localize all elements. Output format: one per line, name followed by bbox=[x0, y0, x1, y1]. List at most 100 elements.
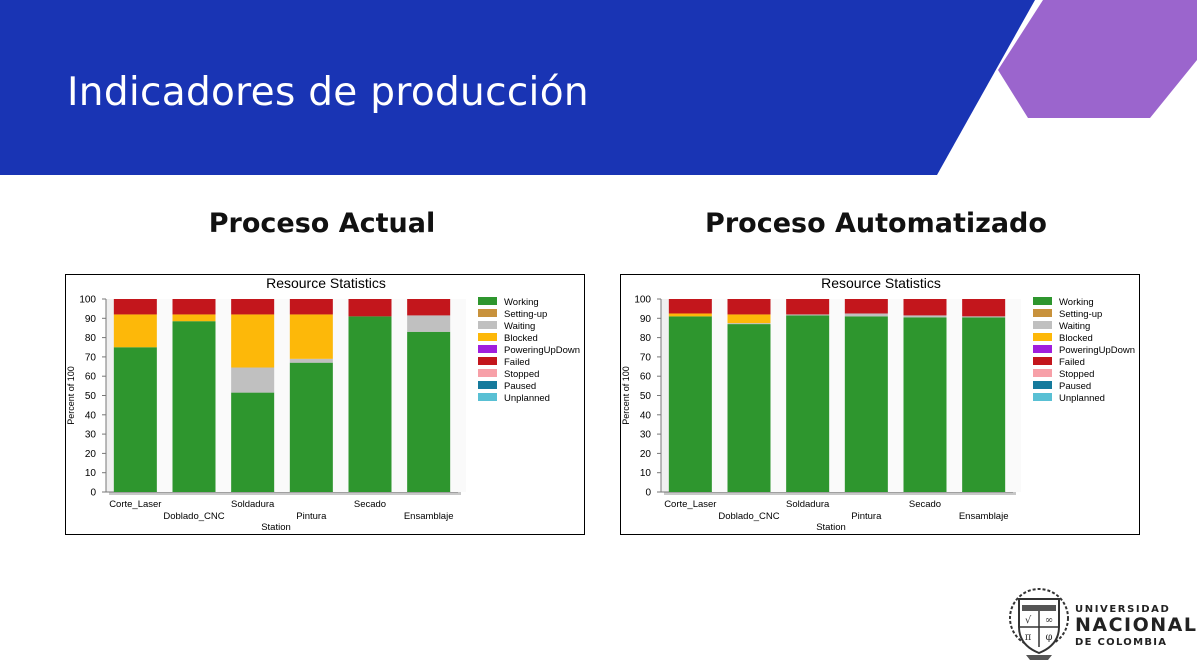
legend-label-failed: Failed bbox=[1059, 357, 1085, 368]
plot-gap-stripe bbox=[450, 299, 466, 492]
bar-pintura-waiting bbox=[289, 358, 333, 363]
bar-soldadura-waiting bbox=[786, 314, 830, 316]
plot-gap-stripe bbox=[770, 299, 787, 492]
y-tick-label: 70 bbox=[85, 352, 97, 363]
y-tick-label: 100 bbox=[634, 295, 651, 306]
legend-swatch-paused bbox=[478, 381, 497, 389]
bar-secado-failed bbox=[348, 299, 392, 317]
x-tick-label: Pintura bbox=[296, 511, 327, 522]
y-tick-label: 60 bbox=[640, 372, 652, 383]
bar-doblado-cnc-working bbox=[727, 324, 771, 492]
y-tick-label: 50 bbox=[640, 391, 652, 402]
plot-depth-bottom bbox=[664, 492, 1016, 495]
bar-ensamblaje-working bbox=[407, 331, 451, 492]
bar-corte-laser-working bbox=[113, 347, 157, 492]
y-tick-label: 40 bbox=[640, 410, 652, 421]
y-tick-label: 100 bbox=[79, 295, 96, 306]
bar-ensamblaje-waiting bbox=[962, 316, 1006, 318]
legend-swatch-working bbox=[1033, 297, 1052, 305]
y-tick-label: 30 bbox=[640, 430, 652, 441]
y-tick-label: 0 bbox=[90, 488, 96, 499]
y-tick-label: 70 bbox=[640, 352, 652, 363]
plot-gap-stripe bbox=[887, 299, 904, 492]
svg-text:∞: ∞ bbox=[1045, 615, 1053, 626]
x-tick-label: Doblado_CNC bbox=[163, 511, 224, 522]
legend-label-blocked: Blocked bbox=[504, 333, 538, 344]
bar-soldadura-waiting bbox=[231, 367, 275, 393]
banner-accent-hexagon bbox=[998, 0, 1197, 118]
header-banner bbox=[0, 0, 1197, 175]
bar-corte-laser-blocked bbox=[113, 314, 157, 348]
plot-gap-stripe bbox=[332, 299, 349, 492]
legend-label-working: Working bbox=[1059, 297, 1094, 308]
legend-swatch-poweringupdown bbox=[478, 345, 497, 353]
y-tick-label: 60 bbox=[85, 372, 97, 383]
bar-doblado-cnc-blocked bbox=[727, 314, 771, 324]
legend-swatch-waiting bbox=[478, 321, 497, 329]
bar-secado-waiting bbox=[903, 315, 947, 318]
legend-label-unplanned: Unplanned bbox=[504, 393, 550, 404]
bar-soldadura-failed bbox=[231, 299, 275, 315]
x-axis-label: Station bbox=[816, 522, 846, 533]
y-tick-label: 90 bbox=[85, 314, 97, 325]
bar-pintura-failed bbox=[844, 299, 888, 314]
x-tick-label: Secado bbox=[354, 499, 386, 510]
y-axis-label: Percent of 100 bbox=[66, 366, 76, 425]
y-axis-label: Percent of 100 bbox=[621, 366, 631, 425]
legend-label-failed: Failed bbox=[504, 357, 530, 368]
legend-swatch-blocked bbox=[478, 333, 497, 341]
chart-panel-automatizado: Resource Statistics 0 10 20 30 40 50 60 70 80 90 10… bbox=[620, 274, 1140, 535]
legend-label-unplanned: Unplanned bbox=[1059, 393, 1105, 404]
resource-statistics-chart-automatizado: Resource Statistics 0 10 20 30 40 50 60 70 80 90 10… bbox=[621, 275, 1135, 533]
plot-gap-stripe bbox=[391, 299, 408, 492]
bar-ensamblaje-waiting bbox=[407, 315, 451, 332]
legend-label-blocked: Blocked bbox=[1059, 333, 1093, 344]
y-tick-label: 10 bbox=[640, 468, 652, 479]
chart-panel-actual: Resource Statistics 0 10 20 30 40 50 60 70 80 90 10… bbox=[65, 274, 585, 535]
x-tick-label: Secado bbox=[909, 499, 941, 510]
bar-soldadura-working bbox=[231, 392, 275, 492]
svg-text:π: π bbox=[1025, 632, 1032, 643]
y-tick-label: 10 bbox=[85, 468, 97, 479]
y-tick-label: 40 bbox=[85, 410, 97, 421]
bar-pintura-waiting bbox=[844, 313, 888, 317]
legend-swatch-unplanned bbox=[478, 393, 497, 401]
logo-text-nacional: NACIONAL bbox=[1075, 614, 1197, 636]
y-tick-label: 50 bbox=[85, 391, 97, 402]
logo-text-universidad: UNIVERSIDAD bbox=[1075, 604, 1171, 615]
legend-swatch-failed bbox=[1033, 357, 1052, 365]
legend-swatch-setting-up bbox=[478, 309, 497, 317]
bar-secado-working bbox=[903, 317, 947, 492]
bar-ensamblaje-failed bbox=[962, 299, 1006, 317]
legend-swatch-working bbox=[478, 297, 497, 305]
y-tick-label: 20 bbox=[85, 449, 97, 460]
plot-gap-stripe bbox=[711, 299, 728, 492]
bar-doblado-cnc-failed bbox=[172, 299, 216, 315]
slide-title: Indicadores de producción bbox=[67, 70, 589, 115]
legend-swatch-poweringupdown bbox=[1033, 345, 1052, 353]
legend-label-setting-up: Setting-up bbox=[1059, 309, 1102, 320]
bar-doblado-cnc-waiting bbox=[727, 323, 771, 325]
chart-title: Resource Statistics bbox=[821, 275, 941, 291]
legend-swatch-failed bbox=[478, 357, 497, 365]
plot-gap-stripe bbox=[274, 299, 290, 492]
plot-gap-stripe bbox=[1005, 299, 1021, 492]
legend-swatch-paused bbox=[1033, 381, 1052, 389]
x-tick-label: Doblado_CNC bbox=[718, 511, 779, 522]
legend-swatch-setting-up bbox=[1033, 309, 1052, 317]
x-tick-label: Corte_Laser bbox=[664, 499, 716, 510]
svg-text:φ: φ bbox=[1045, 632, 1052, 643]
legend-label-paused: Paused bbox=[1059, 381, 1091, 392]
x-tick-label: Soldadura bbox=[786, 499, 830, 510]
legend-label-poweringupdown: PoweringUpDown bbox=[504, 345, 580, 356]
bar-pintura-failed bbox=[289, 299, 333, 315]
svg-text:√: √ bbox=[1025, 615, 1032, 626]
y-tick-label: 80 bbox=[640, 333, 652, 344]
x-tick-label: Ensamblaje bbox=[404, 511, 454, 522]
heading-proceso-actual: Proceso Actual bbox=[208, 208, 436, 239]
legend-swatch-waiting bbox=[1033, 321, 1052, 329]
university-seal-logo: √ ∞ π φ bbox=[1009, 588, 1069, 660]
resource-statistics-chart-actual: Resource Statistics 0 10 20 30 40 50 60 70 80 90 10… bbox=[66, 275, 580, 533]
x-tick-label: Pintura bbox=[851, 511, 882, 522]
bar-corte-laser-blocked bbox=[668, 313, 712, 317]
